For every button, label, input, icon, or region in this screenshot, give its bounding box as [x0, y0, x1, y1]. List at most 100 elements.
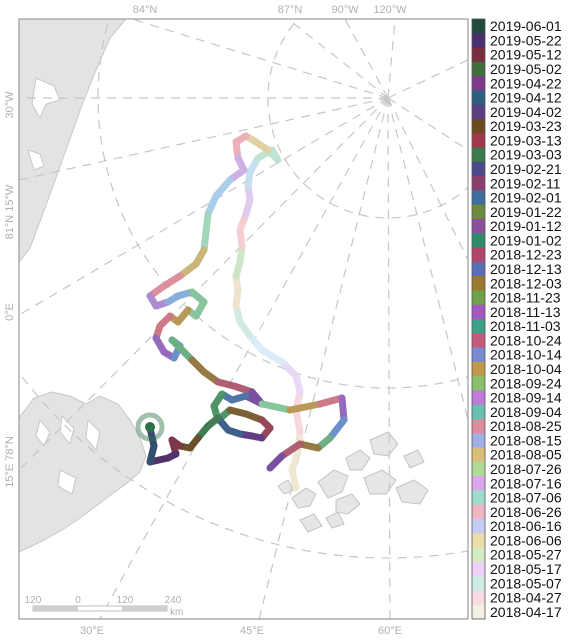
legend-date-label: 2018-12-13 [490, 261, 562, 277]
legend-swatch [472, 204, 485, 220]
legend-swatch [472, 47, 485, 63]
scale-tick-label: 120 [117, 595, 134, 606]
legend-swatch [472, 319, 485, 334]
legend-date-label: 2019-05-02 [490, 61, 562, 77]
legend-date-label: 2018-06-16 [490, 518, 562, 534]
bottom-label: 60°E [378, 625, 402, 637]
map-panel [19, 19, 468, 619]
legend-swatch [472, 547, 485, 563]
legend-date-label: 2019-04-22 [490, 75, 562, 91]
legend-date-label: 2018-11-03 [490, 318, 561, 334]
legend-swatch [472, 147, 485, 163]
scale-unit-label: km [170, 607, 183, 618]
legend-date-label: 2019-02-01 [490, 190, 562, 206]
track-segment [266, 452, 286, 472]
legend-swatch [472, 390, 485, 406]
final-position-marker [135, 412, 165, 442]
legend-swatch [472, 504, 485, 520]
legend-swatch [472, 533, 485, 548]
legend-date-label: 2018-12-23 [490, 247, 562, 263]
left-label: 15°E 78°N [4, 436, 16, 488]
legend-date-label: 2018-05-07 [490, 575, 562, 591]
legend-swatch [472, 290, 485, 306]
legend-swatch [472, 576, 485, 591]
legend-date-label: 2019-01-22 [490, 204, 562, 220]
track-segment [278, 440, 304, 460]
legend-date-label: 2018-07-16 [490, 475, 562, 491]
top-label: 90°W [331, 4, 359, 16]
legend-date-label: 2019-04-02 [490, 104, 562, 120]
legend-date-label: 2018-05-17 [490, 561, 562, 577]
track-segment [326, 416, 348, 442]
legend-date-label: 2018-10-14 [490, 347, 562, 363]
legend-date-label: 2019-05-12 [490, 47, 562, 63]
legend-swatch [472, 561, 485, 577]
legend-date-label: 2018-09-24 [490, 375, 562, 391]
legend-date-label: 2018-08-15 [490, 432, 562, 448]
legend-swatch [472, 104, 485, 120]
scale-bar: 120 0 120 240 km [25, 595, 184, 618]
bottom-label: 45°E [240, 625, 264, 637]
legend-date-label: 2019-03-03 [490, 147, 562, 163]
legend-swatch [472, 161, 485, 177]
scale-tick-label: 240 [165, 595, 182, 606]
legend-date-label: 2018-09-04 [490, 404, 562, 420]
drift-track [146, 132, 348, 492]
scale-tick-label: 0 [75, 595, 81, 606]
legend-date-label: 2018-07-06 [490, 490, 562, 506]
track-segment [292, 406, 304, 436]
legend-swatch [472, 447, 485, 463]
legend-swatch [472, 476, 485, 491]
legend-date-label: 2018-09-14 [490, 390, 562, 406]
track-segment [316, 394, 346, 408]
legend-swatch [472, 490, 485, 506]
left-label: 0°E [4, 303, 16, 321]
legend-date-label: 2018-08-05 [490, 447, 562, 463]
legend-date-label: 2018-11-23 [490, 290, 561, 306]
top-label: 120°W [373, 4, 407, 16]
legend-date-label: 2019-05-22 [490, 32, 562, 48]
top-label: 87°N [278, 4, 303, 16]
legend-date-label: 2018-11-13 [490, 304, 561, 320]
legend-date-label: 2019-02-11 [490, 175, 561, 191]
legend-date-label: 2019-03-23 [490, 118, 562, 134]
left-label: 81°N 15°W [4, 184, 16, 239]
legend-bar-frame [471, 18, 486, 620]
legend-swatch [472, 33, 485, 48]
legend-date-label: 2018-10-04 [490, 361, 562, 377]
legend-date-label: 2018-05-27 [490, 547, 562, 563]
legend-swatch [472, 404, 485, 420]
legend-swatch [472, 176, 485, 191]
legend-swatch [472, 76, 485, 91]
track-segment [212, 176, 234, 200]
track-segment [258, 400, 294, 414]
map-frame [18, 18, 469, 620]
legend-date-label: 2018-04-27 [490, 590, 562, 606]
legend-swatch [472, 90, 485, 106]
legend-swatch [472, 519, 485, 534]
legend-swatch [472, 190, 485, 206]
legend-swatch [472, 219, 485, 234]
legend-date-label: 2018-08-25 [490, 418, 562, 434]
scale-tick-label: 120 [25, 595, 42, 606]
track-segment [286, 400, 324, 414]
legend-swatch [472, 361, 485, 377]
legend-swatch [472, 276, 485, 291]
legend-date-label: 2018-06-26 [490, 504, 562, 520]
legend-swatch [472, 19, 485, 34]
legend-swatch [472, 590, 485, 606]
legend-swatch [472, 247, 485, 263]
track-segment [258, 346, 286, 366]
track-segment [338, 394, 348, 424]
legend-date-label: 2019-04-12 [490, 90, 562, 106]
legend-swatch [472, 261, 485, 277]
top-label: 84°N [133, 4, 158, 16]
legend-swatch [472, 419, 485, 434]
legend-swatch [472, 133, 485, 148]
graticule-labels: 84°N 87°N 90°W 120°W 30°E 45°E 60°E 30°W… [4, 4, 407, 637]
legend-date-label: 2019-06-01 [490, 18, 562, 34]
land-svalbard [19, 391, 147, 553]
legend-swatch [472, 333, 485, 348]
